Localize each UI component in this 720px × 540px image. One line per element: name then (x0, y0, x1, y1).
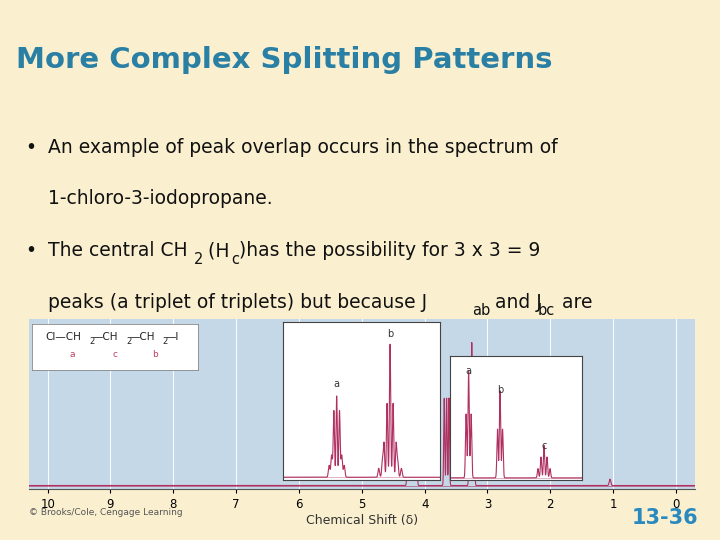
Text: 2: 2 (126, 336, 131, 346)
Text: b: b (152, 350, 158, 359)
Text: •: • (25, 241, 36, 260)
Text: ab: ab (472, 303, 490, 319)
Text: —CH: —CH (93, 332, 118, 342)
Text: © Brooks/Cole, Cengage Learning: © Brooks/Cole, Cengage Learning (29, 508, 182, 517)
Text: •: • (25, 138, 36, 157)
Text: More Complex Splitting Patterns: More Complex Splitting Patterns (16, 46, 552, 74)
X-axis label: Chemical Shift (δ): Chemical Shift (δ) (306, 514, 418, 526)
Text: 1-chloro-3-iodopropane.: 1-chloro-3-iodopropane. (48, 190, 273, 208)
Text: 2: 2 (194, 252, 203, 267)
Text: c: c (113, 350, 117, 359)
Text: and J: and J (489, 293, 541, 312)
Text: —CH: —CH (130, 332, 155, 342)
Text: )has the possibility for 3 x 3 = 9: )has the possibility for 3 x 3 = 9 (239, 241, 541, 260)
Text: a: a (333, 379, 340, 389)
Text: c: c (541, 441, 546, 451)
Text: b: b (497, 385, 503, 395)
Text: are: are (556, 293, 593, 312)
Text: 2: 2 (89, 336, 95, 346)
Text: An example of peak overlap occurs in the spectrum of: An example of peak overlap occurs in the… (48, 138, 557, 157)
Text: —I: —I (166, 332, 179, 342)
Text: 13-36: 13-36 (631, 508, 698, 528)
Text: a: a (69, 350, 75, 359)
Text: b: b (387, 329, 393, 340)
Text: The central CH: The central CH (48, 241, 188, 260)
Text: 2: 2 (163, 336, 168, 346)
Text: peaks (a triplet of triplets) but because J: peaks (a triplet of triplets) but becaus… (48, 293, 427, 312)
Text: so similar, only 4 + 1 = 5 peaks are distinguishable.: so similar, only 4 + 1 = 5 peaks are dis… (48, 345, 539, 363)
Text: a: a (466, 367, 472, 376)
Text: Cl—CH: Cl—CH (45, 332, 81, 342)
Text: (H: (H (202, 241, 230, 260)
Text: bc: bc (538, 303, 555, 319)
Text: c: c (231, 252, 239, 267)
